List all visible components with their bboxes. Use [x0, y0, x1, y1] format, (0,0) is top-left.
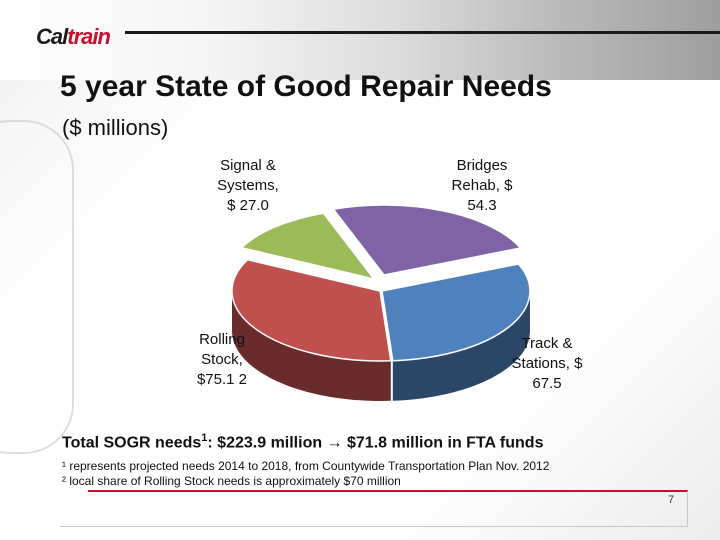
pie-slice-track: Track & Stations, $ 67.5: [381, 263, 531, 362]
pie-slice-bridges: Bridges Rehab, $ 54.3: [332, 204, 522, 276]
footer-box: [60, 491, 688, 527]
total-rest: : $223.9 million → $71.8 million in FTA …: [207, 434, 544, 452]
page-number: 7: [668, 494, 675, 506]
pie-chart: Bridges Rehab, $ 54.3Track & Stations, $…: [231, 204, 531, 401]
total-needs-line: Total SOGR needs1: $223.9 million → $71.…: [62, 432, 543, 452]
slide-title: 5 year State of Good Repair Needs: [60, 70, 552, 103]
pie-sides: [232, 290, 530, 401]
pie-slice-signal: Signal & Systems, $ 27.0: [240, 212, 376, 281]
slide-subtitle: ($ millions): [62, 115, 169, 140]
pie-side-rolling: [232, 290, 391, 401]
logo-text-b: train: [67, 24, 111, 49]
pie-side-track: [392, 292, 530, 401]
footer-rule: [88, 490, 688, 492]
header-rule: [125, 31, 720, 34]
footnote-1: ¹ represents projected needs 2014 to 201…: [62, 459, 550, 473]
pie-label-signal: Signal & Systems, $ 27.0: [217, 157, 279, 214]
logo-text-a: Cal: [36, 24, 68, 49]
total-footnote-mark: 1: [201, 432, 208, 444]
pie-label-rolling: Rolling Stock, $75.1 2: [196, 331, 248, 388]
pie-slice-rolling: Rolling Stock, $75.1 2: [231, 258, 392, 362]
pie-label-track: Track & Stations, $ 67.5: [511, 335, 583, 392]
pie-tops: Bridges Rehab, $ 54.3Track & Stations, $…: [231, 204, 531, 362]
caltrain-logo: Caltrain: [36, 24, 111, 50]
header-band: [0, 0, 720, 80]
footnote-2: ² local share of Rolling Stock needs is …: [62, 474, 401, 488]
total-prefix: Total SOGR needs: [62, 434, 202, 452]
pie-label-bridges: Bridges Rehab, $ 54.3: [451, 157, 513, 214]
